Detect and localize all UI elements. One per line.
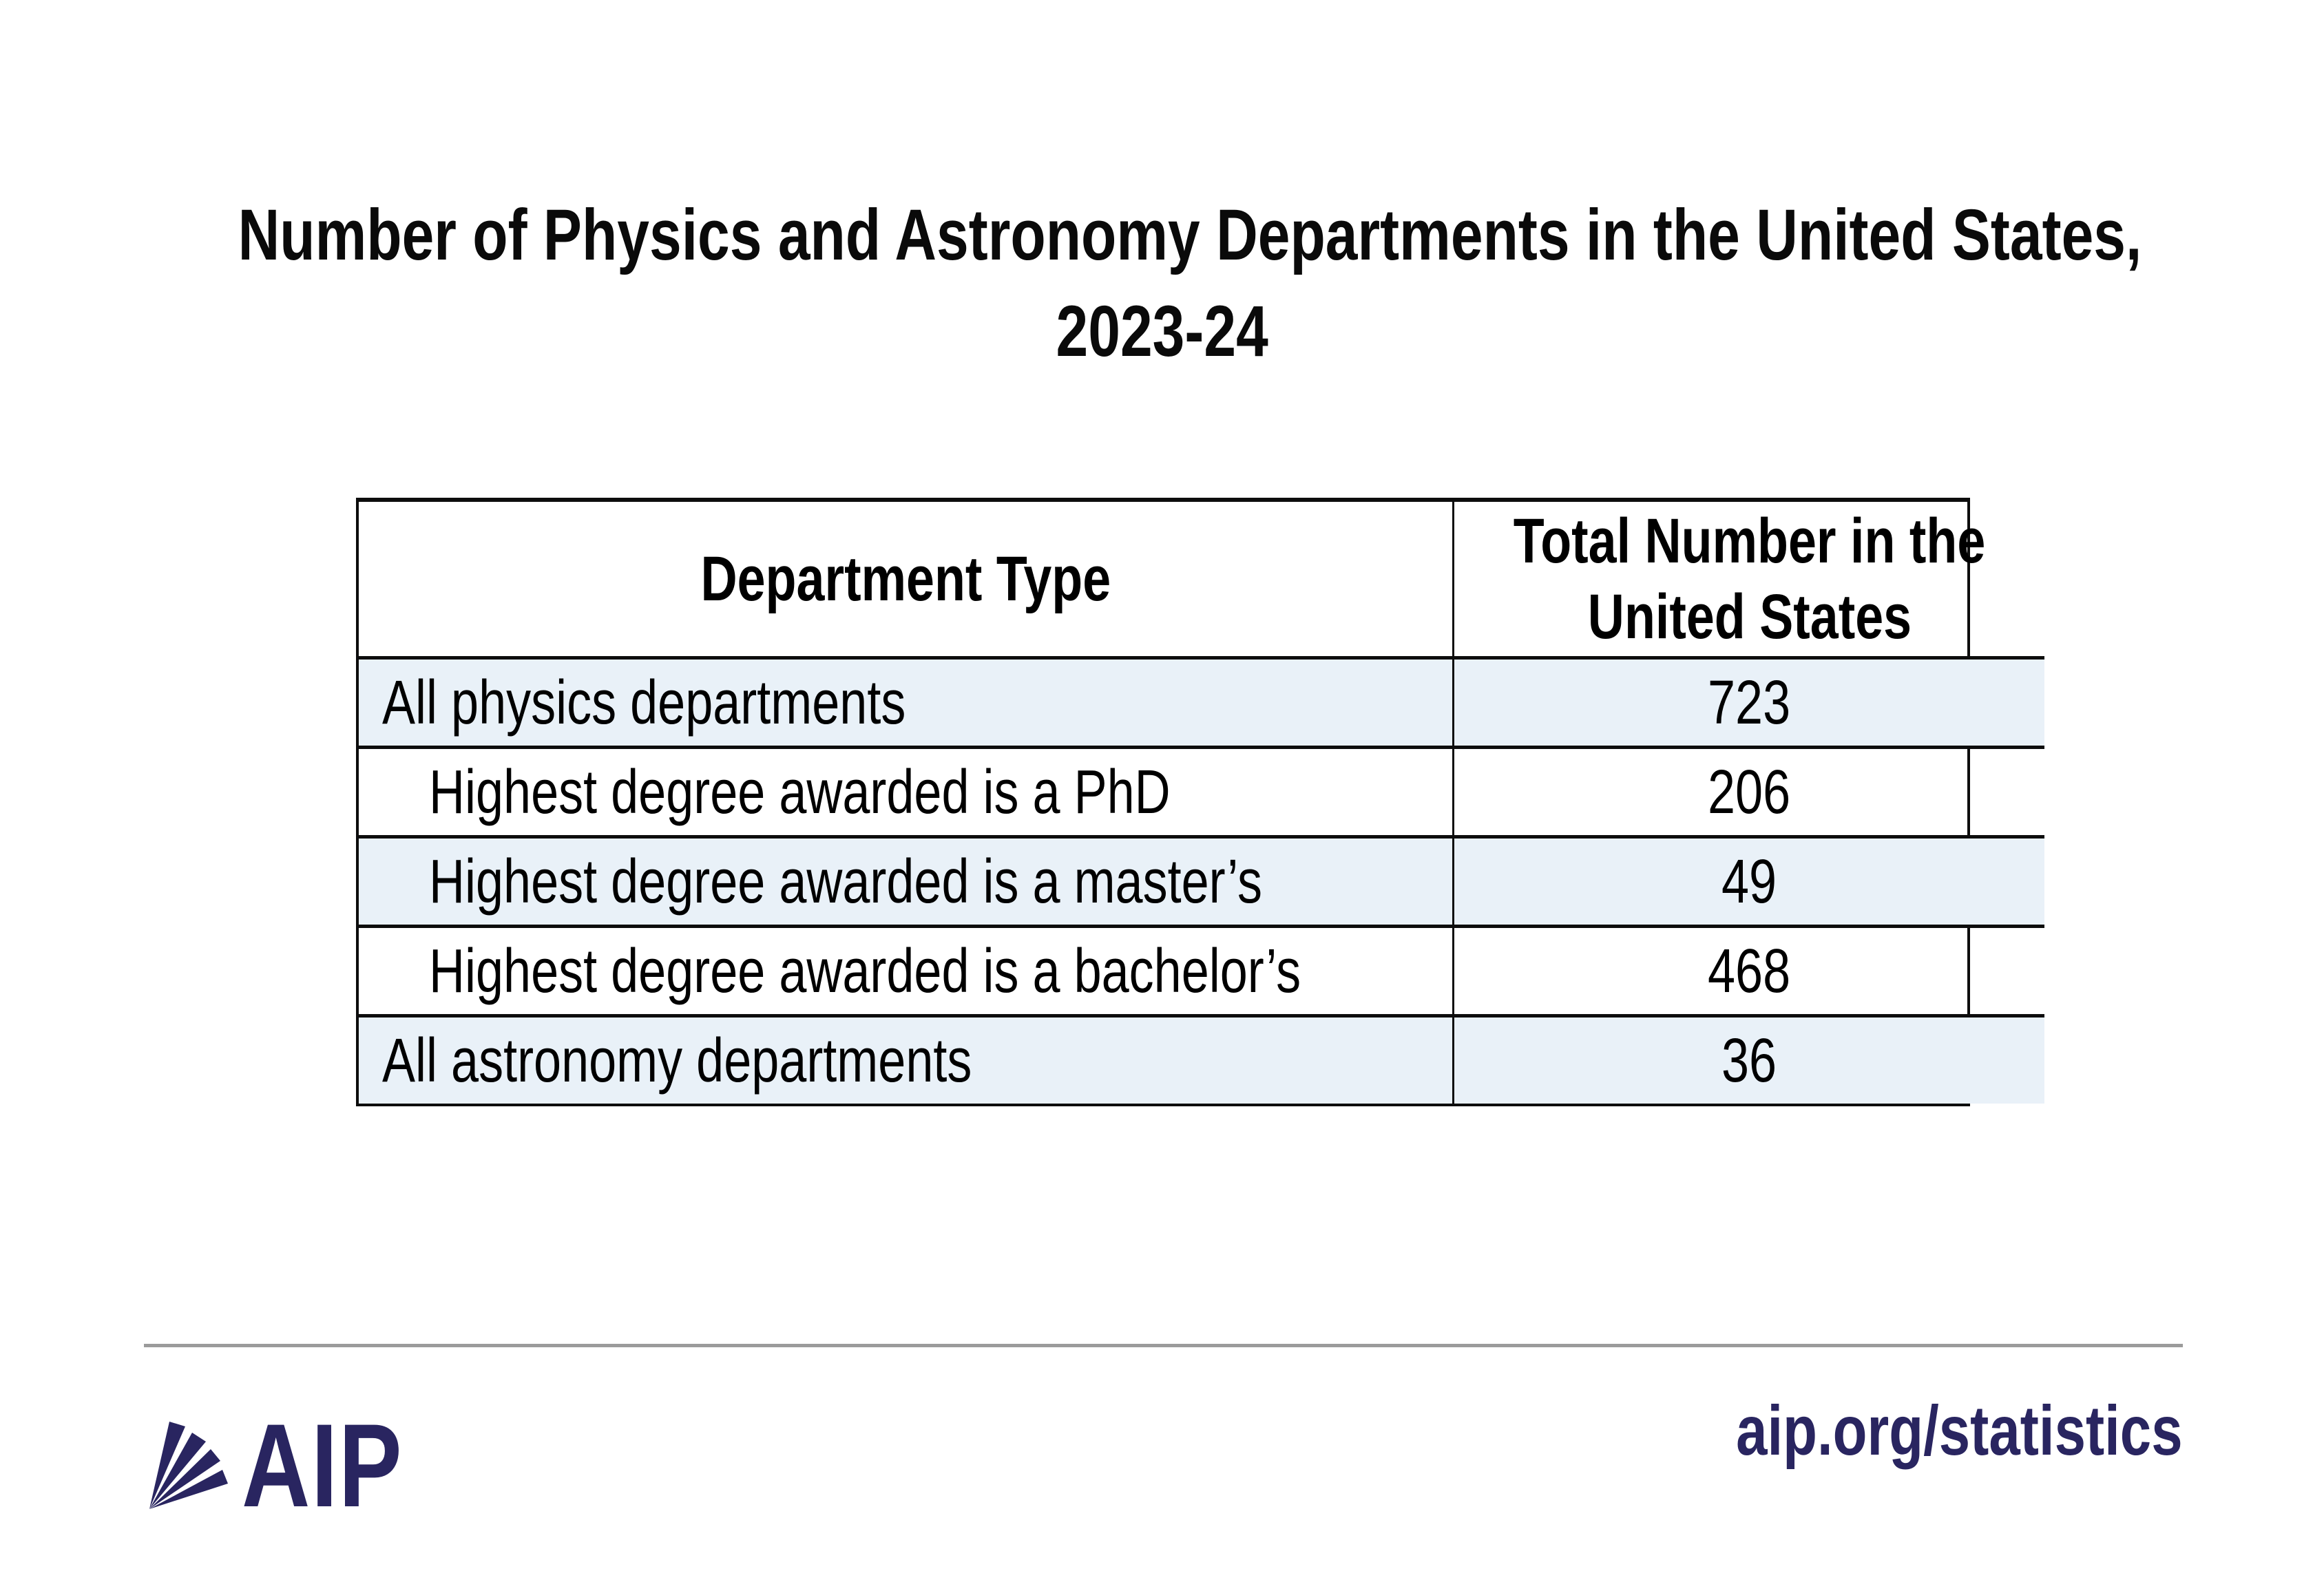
table-row-label-all-physics: All physics departments	[359, 656, 1452, 746]
table-row-value-all-physics: 723	[1452, 656, 2044, 746]
data-table: Department Type Total Number in the Unit…	[356, 498, 2044, 1106]
aip-logo: AIP	[147, 1400, 443, 1532]
table-row-value-all-astronomy: 36	[1452, 1014, 2044, 1104]
column-header-department-type: Department Type	[700, 544, 1111, 614]
footer-divider	[144, 1344, 2183, 1347]
table-row-label-all-astronomy: All astronomy departments	[359, 1014, 1452, 1104]
table-row-value-masters: 49	[1452, 835, 2044, 925]
table-row-value-bachelors: 468	[1452, 925, 2044, 1014]
page-title: Number of Physics and Astronomy Departme…	[0, 187, 2324, 380]
aip-fan-icon	[147, 1420, 231, 1512]
table-row-value-phd: 206	[1452, 746, 2044, 835]
page-title-line2: 2023-24	[1056, 291, 1268, 372]
aip-statistics-url: aip.org/statistics	[1736, 1391, 2183, 1470]
table-row-label-masters: Highest degree awarded is a master’s	[359, 835, 1452, 925]
page-title-line1: Number of Physics and Astronomy Departme…	[238, 195, 2142, 275]
column-header-total-number: Total Number in the United States	[1452, 502, 2044, 656]
table-row-label-bachelors: Highest degree awarded is a bachelor’s	[359, 925, 1452, 1014]
aip-logo-text: AIP	[242, 1400, 404, 1532]
table-row-label-phd: Highest degree awarded is a PhD	[359, 746, 1452, 835]
